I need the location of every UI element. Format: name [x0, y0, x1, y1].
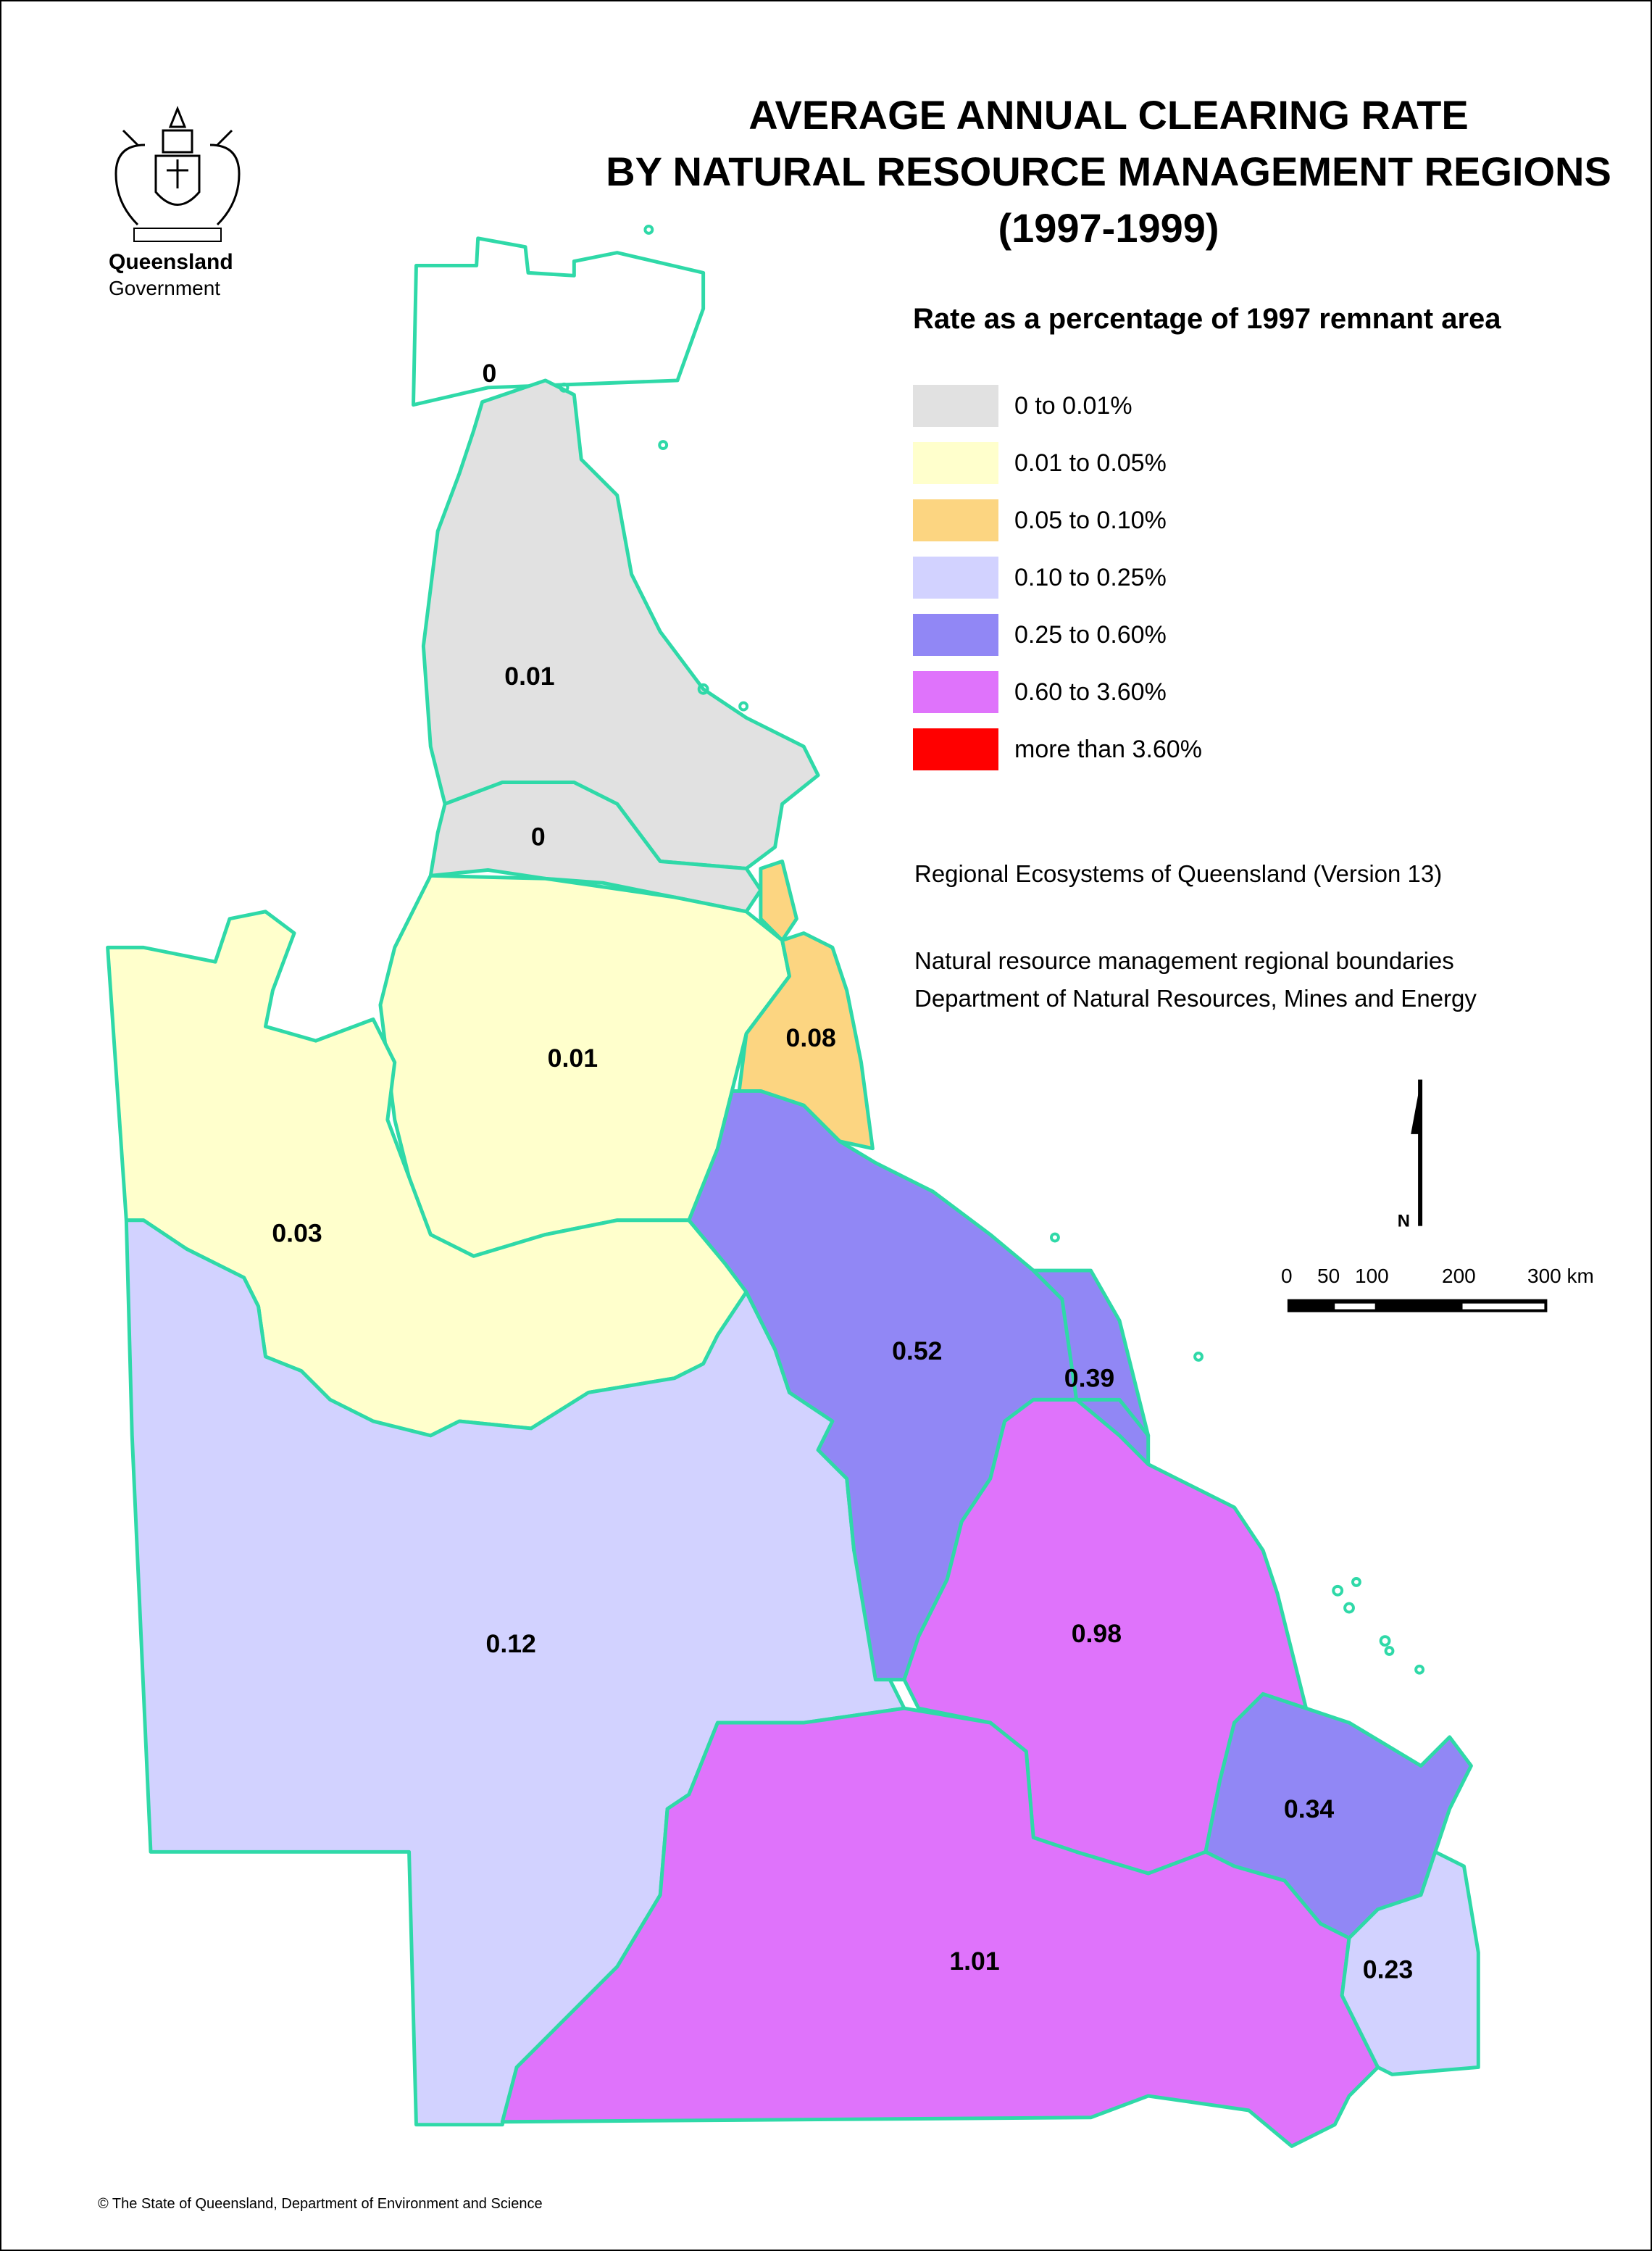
- region-value-label: 0.01: [504, 662, 554, 691]
- legend-swatch: [913, 499, 998, 541]
- legend-swatch: [913, 671, 998, 713]
- legend: 0 to 0.01% 0.01 to 0.05% 0.05 to 0.10% 0.10…: [913, 384, 1202, 785]
- source-department: Department of Natural Resources, Mines a…: [914, 985, 1477, 1012]
- legend-item: 0.05 to 0.10%: [913, 499, 1202, 542]
- legend-swatch: [913, 442, 998, 484]
- legend-label: 0.25 to 0.60%: [1014, 620, 1167, 649]
- north-label: N: [1398, 1210, 1410, 1230]
- scale-tick-300: 300 km: [1527, 1265, 1594, 1287]
- region-value-label: 0.52: [892, 1336, 942, 1365]
- region-cape-york[interactable]: [421, 378, 820, 870]
- legend-title: Rate as a percentage of 1997 remnant are…: [913, 303, 1501, 335]
- logo-queensland: Queensland: [109, 250, 233, 274]
- scale-tick-100: 100: [1355, 1265, 1389, 1287]
- legend-item: 0.01 to 0.05%: [913, 441, 1202, 485]
- legend-swatch: [913, 614, 998, 656]
- region-mackay-whitsunday[interactable]: [1031, 1268, 1151, 1438]
- logo-government: Government: [109, 277, 221, 299]
- legend-label: 0.01 to 0.05%: [1014, 449, 1167, 477]
- region-value-label: 0.01: [548, 1044, 598, 1073]
- title-line-1: AVERAGE ANNUAL CLEARING RATE: [748, 92, 1469, 138]
- source-ecosystems: Regional Ecosystems of Queensland (Versi…: [914, 860, 1443, 887]
- legend-swatch: [913, 385, 998, 427]
- legend-item: 0.10 to 0.25%: [913, 556, 1202, 599]
- title-line-3: (1997-1999): [998, 205, 1219, 251]
- region-value-label: 0.98: [1072, 1619, 1122, 1648]
- source-boundaries: Natural resource management regional bou…: [914, 947, 1454, 974]
- title-line-2: BY NATURAL RESOURCE MANAGEMENT REGIONS: [606, 149, 1611, 194]
- scale-tick-0: 0: [1281, 1265, 1293, 1287]
- region-value-label: 0.12: [486, 1629, 536, 1658]
- legend-label: 0.60 to 3.60%: [1014, 678, 1167, 706]
- legend-label: 0.05 to 0.10%: [1014, 506, 1167, 534]
- legend-item: 0.25 to 0.60%: [913, 613, 1202, 657]
- legend-label: 0 to 0.01%: [1014, 391, 1132, 420]
- map-title: AVERAGE ANNUAL CLEARING RATE BY NATURAL …: [594, 87, 1623, 257]
- legend-label: 0.10 to 0.25%: [1014, 563, 1167, 591]
- legend-swatch: [913, 557, 998, 599]
- legend-swatch: [913, 728, 998, 770]
- legend-item: 0.60 to 3.60%: [913, 670, 1202, 714]
- islands: [559, 225, 1425, 1675]
- region-value-label: 0.34: [1284, 1794, 1335, 1823]
- region-south-east[interactable]: [1340, 1850, 1480, 2076]
- region-value-label: 0.39: [1064, 1364, 1114, 1393]
- region-value-label: 1.01: [949, 1947, 999, 1976]
- legend-item: 0 to 0.01%: [913, 384, 1202, 428]
- north-arrow-icon: N: [1398, 1079, 1423, 1230]
- scale-tick-50: 50: [1317, 1265, 1340, 1287]
- region-value-label: 0: [531, 823, 546, 852]
- region-value-label: 0: [483, 359, 497, 388]
- region-torres[interactable]: [412, 236, 706, 407]
- region-wet-tropics[interactable]: [759, 860, 798, 942]
- scale-tick-200: 200: [1442, 1265, 1476, 1287]
- scale-bar: [1287, 1299, 1548, 1312]
- legend-label: more than 3.60%: [1014, 735, 1202, 763]
- region-value-label: 0.08: [786, 1023, 836, 1052]
- copyright: © The State of Queensland, Department of…: [98, 2196, 543, 2212]
- region-value-label: 0.23: [1363, 1955, 1413, 1984]
- region-value-label: 0.03: [272, 1218, 322, 1247]
- legend-item: more than 3.60%: [913, 728, 1202, 771]
